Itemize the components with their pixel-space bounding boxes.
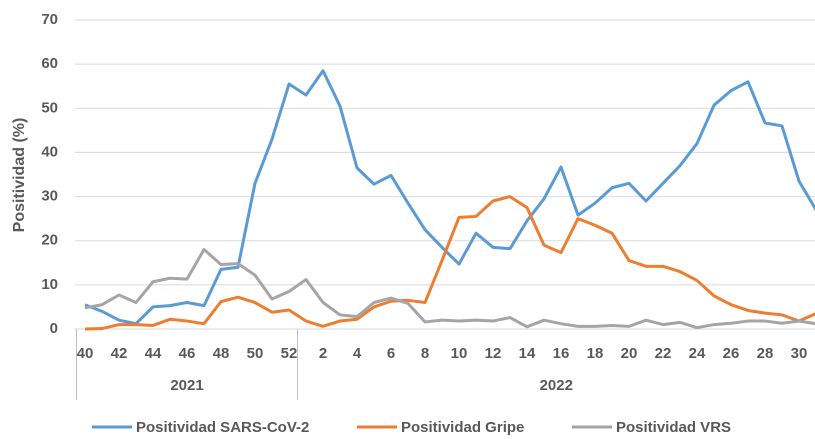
- y-tick-label: 40: [41, 143, 58, 160]
- x-tick-label: 40: [77, 345, 94, 362]
- group-label: 2021: [170, 377, 203, 394]
- x-tick-label: 46: [179, 345, 196, 362]
- x-tick-label: 26: [723, 345, 740, 362]
- x-tick-label: 28: [757, 345, 774, 362]
- y-tick-label: 60: [41, 55, 58, 72]
- legend-label: Positividad Gripe: [401, 419, 524, 436]
- x-tick-label: 2: [319, 345, 327, 362]
- y-tick-label: 0: [50, 320, 58, 337]
- x-tick-label: 6: [387, 345, 395, 362]
- y-tick-label: 30: [41, 188, 58, 205]
- x-tick-label: 52: [281, 345, 298, 362]
- x-tick-label: 20: [621, 345, 638, 362]
- y-tick-label: 50: [41, 99, 58, 116]
- x-tick-label: 14: [519, 345, 536, 362]
- x-tick-label: 22: [655, 345, 672, 362]
- x-tick-label: 12: [485, 345, 502, 362]
- legend-label: Positividad SARS-CoV-2: [136, 419, 309, 436]
- plot-area: [84, 69, 815, 331]
- x-tick-label: 30: [791, 345, 808, 362]
- x-tick-label: 42: [111, 345, 128, 362]
- y-tick-label: 70: [41, 11, 58, 28]
- x-tick-label: 48: [213, 345, 230, 362]
- series-line: [84, 69, 815, 326]
- x-tick-label: 18: [587, 345, 604, 362]
- series-line: [84, 195, 815, 331]
- y-tick-label: 20: [41, 232, 58, 249]
- x-tick-label: 8: [421, 345, 429, 362]
- x-tick-label: 10: [451, 345, 468, 362]
- group-label: 2022: [540, 377, 573, 394]
- y-tick-label: 10: [41, 276, 58, 293]
- x-tick-label: 4: [353, 345, 362, 362]
- x-tick-label: 16: [553, 345, 570, 362]
- x-tick-label: 44: [145, 345, 162, 362]
- series-line: [84, 248, 815, 330]
- x-tick-label: 24: [689, 345, 706, 362]
- legend-label: Positividad VRS: [616, 419, 731, 436]
- y-axis-title: Positividad (%): [11, 118, 28, 233]
- x-tick-label: 50: [247, 345, 264, 362]
